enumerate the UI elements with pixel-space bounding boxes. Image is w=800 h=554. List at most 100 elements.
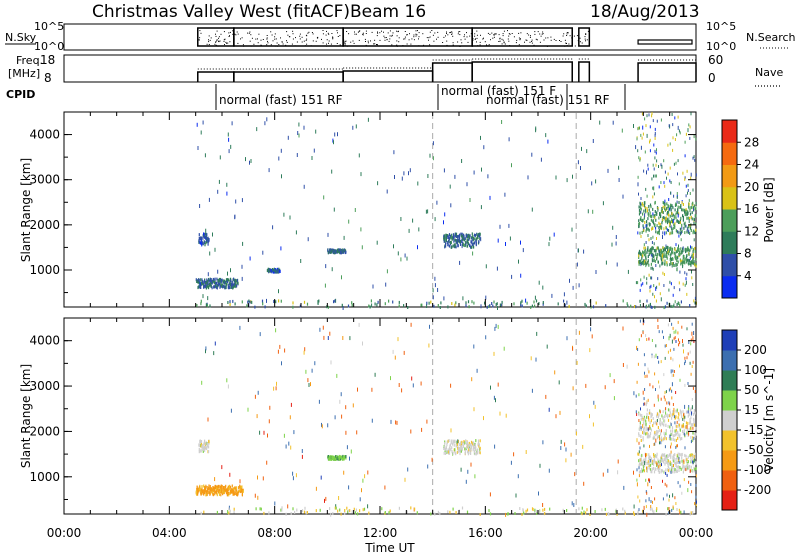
power-late-cell bbox=[642, 132, 644, 136]
power-scatter-cell bbox=[264, 121, 266, 126]
vel-patch-5-cell bbox=[652, 417, 654, 420]
power-patch-1-cell bbox=[204, 243, 206, 247]
vel-patch-0-cell bbox=[237, 490, 239, 494]
power-late-cell bbox=[656, 285, 658, 289]
vel-patch-5-cell bbox=[644, 423, 646, 427]
power-scatter-cell bbox=[473, 170, 475, 175]
power-late-cell bbox=[655, 226, 657, 230]
power-patch-0-cell bbox=[214, 277, 216, 281]
power-patch-5-cell bbox=[664, 262, 666, 266]
power-patch-5-cell bbox=[692, 258, 694, 262]
vel-scatter-cell bbox=[636, 482, 638, 487]
noise-dot bbox=[376, 35, 378, 37]
vel-late-cell bbox=[657, 356, 659, 359]
vel-ytick-label: 3000 bbox=[29, 379, 60, 393]
vel-clutter-cell bbox=[334, 506, 336, 510]
power-scatter-cell bbox=[497, 306, 498, 310]
power-late-cell bbox=[640, 202, 641, 206]
vel-patch-4-cell bbox=[660, 459, 662, 463]
power-patch-4-cell bbox=[471, 243, 473, 247]
vel-late-cell bbox=[687, 352, 689, 356]
power-clutter-cell bbox=[650, 305, 652, 309]
power-scatter-cell bbox=[566, 178, 568, 183]
vel-clutter-cell bbox=[521, 512, 523, 516]
power-late-cell bbox=[651, 241, 653, 244]
vel-scatter-cell bbox=[513, 452, 515, 457]
power-patch-5-cell bbox=[681, 250, 683, 254]
noise-dot bbox=[518, 32, 520, 34]
vel-patch-3-cell bbox=[443, 451, 445, 455]
power-late-cell bbox=[656, 119, 658, 123]
power-scatter-cell bbox=[499, 224, 501, 229]
velocity-frame bbox=[63, 317, 697, 515]
power-patch-5-cell bbox=[647, 259, 649, 263]
power-patch-6-cell bbox=[672, 206, 674, 210]
noise-dot bbox=[490, 39, 491, 41]
vel-scatter-cell bbox=[645, 453, 646, 458]
power-patch-5-cell bbox=[642, 251, 645, 255]
power-patch-5-cell bbox=[646, 250, 648, 254]
vel-clutter-cell bbox=[301, 509, 304, 513]
power-patch-4-cell bbox=[451, 233, 453, 237]
power-patch-6-cell bbox=[651, 214, 653, 218]
noise-dot bbox=[437, 31, 439, 33]
vel-late-cell bbox=[653, 355, 655, 359]
power-scatter-cell bbox=[646, 133, 648, 138]
power-late-cell bbox=[646, 194, 648, 198]
vel-scatter-cell bbox=[573, 503, 575, 507]
vel-clutter-cell bbox=[534, 508, 536, 512]
noise-dot bbox=[225, 41, 227, 43]
power-late-cell bbox=[665, 217, 667, 221]
vel-patch-5-cell bbox=[683, 418, 685, 422]
vel-patch-4-cell bbox=[645, 456, 647, 459]
power-late-cell bbox=[681, 226, 683, 230]
vel-late-cell bbox=[646, 491, 648, 495]
noise-dot bbox=[301, 41, 303, 43]
noise-dot bbox=[513, 36, 515, 38]
power-clutter-cell bbox=[584, 302, 586, 306]
noise-dot bbox=[203, 45, 205, 47]
power-scatter-cell bbox=[218, 179, 220, 184]
power-late-cell bbox=[670, 282, 672, 286]
power-patch-6-cell bbox=[681, 223, 683, 227]
power-scatter-cell bbox=[571, 227, 573, 232]
power-patch-4-cell bbox=[466, 244, 469, 248]
vel-scatter-cell bbox=[290, 402, 292, 407]
noise-dot bbox=[418, 36, 420, 38]
vel-patch-3-cell bbox=[453, 440, 455, 444]
power-scatter-cell bbox=[444, 212, 446, 217]
power-patch-5-cell bbox=[646, 262, 648, 266]
power-patch-4-cell bbox=[467, 242, 469, 246]
power-clutter-cell bbox=[420, 303, 422, 307]
vel-patch-5-cell bbox=[651, 413, 653, 417]
noise-dot bbox=[385, 37, 387, 38]
power-patch-6-cell bbox=[640, 207, 642, 211]
power-scatter-cell bbox=[472, 251, 474, 256]
vel-clutter-cell bbox=[381, 507, 383, 511]
vel-late-cell bbox=[665, 471, 667, 475]
vel-patch-3-cell bbox=[458, 447, 460, 450]
power-patch-4-cell bbox=[453, 243, 455, 247]
power-patch-0-cell bbox=[226, 282, 228, 286]
noise-dot bbox=[567, 32, 569, 34]
power-patch-6-cell bbox=[649, 222, 651, 226]
vel-patch-4-cell bbox=[687, 460, 689, 464]
power-clutter-cell bbox=[278, 299, 280, 303]
vel-scatter-cell bbox=[570, 452, 572, 457]
vel-patch-5-cell bbox=[661, 414, 663, 418]
power-patch-5-cell bbox=[691, 246, 693, 250]
power-late-cell bbox=[654, 137, 656, 140]
noise-dot bbox=[464, 38, 466, 40]
noise-dot bbox=[362, 33, 364, 35]
vel-clutter-cell bbox=[319, 508, 321, 512]
power-patch-6-cell bbox=[674, 208, 676, 212]
vel-patch-4-cell bbox=[647, 466, 649, 470]
power-patch-6-cell bbox=[695, 222, 697, 226]
noise-dot bbox=[534, 33, 536, 35]
power-patch-6-cell bbox=[667, 210, 670, 214]
power-scatter-cell bbox=[303, 125, 305, 130]
vel-late-cell bbox=[664, 482, 666, 486]
power-scatter-cell bbox=[315, 129, 317, 134]
power-clutter-cell bbox=[376, 303, 378, 307]
